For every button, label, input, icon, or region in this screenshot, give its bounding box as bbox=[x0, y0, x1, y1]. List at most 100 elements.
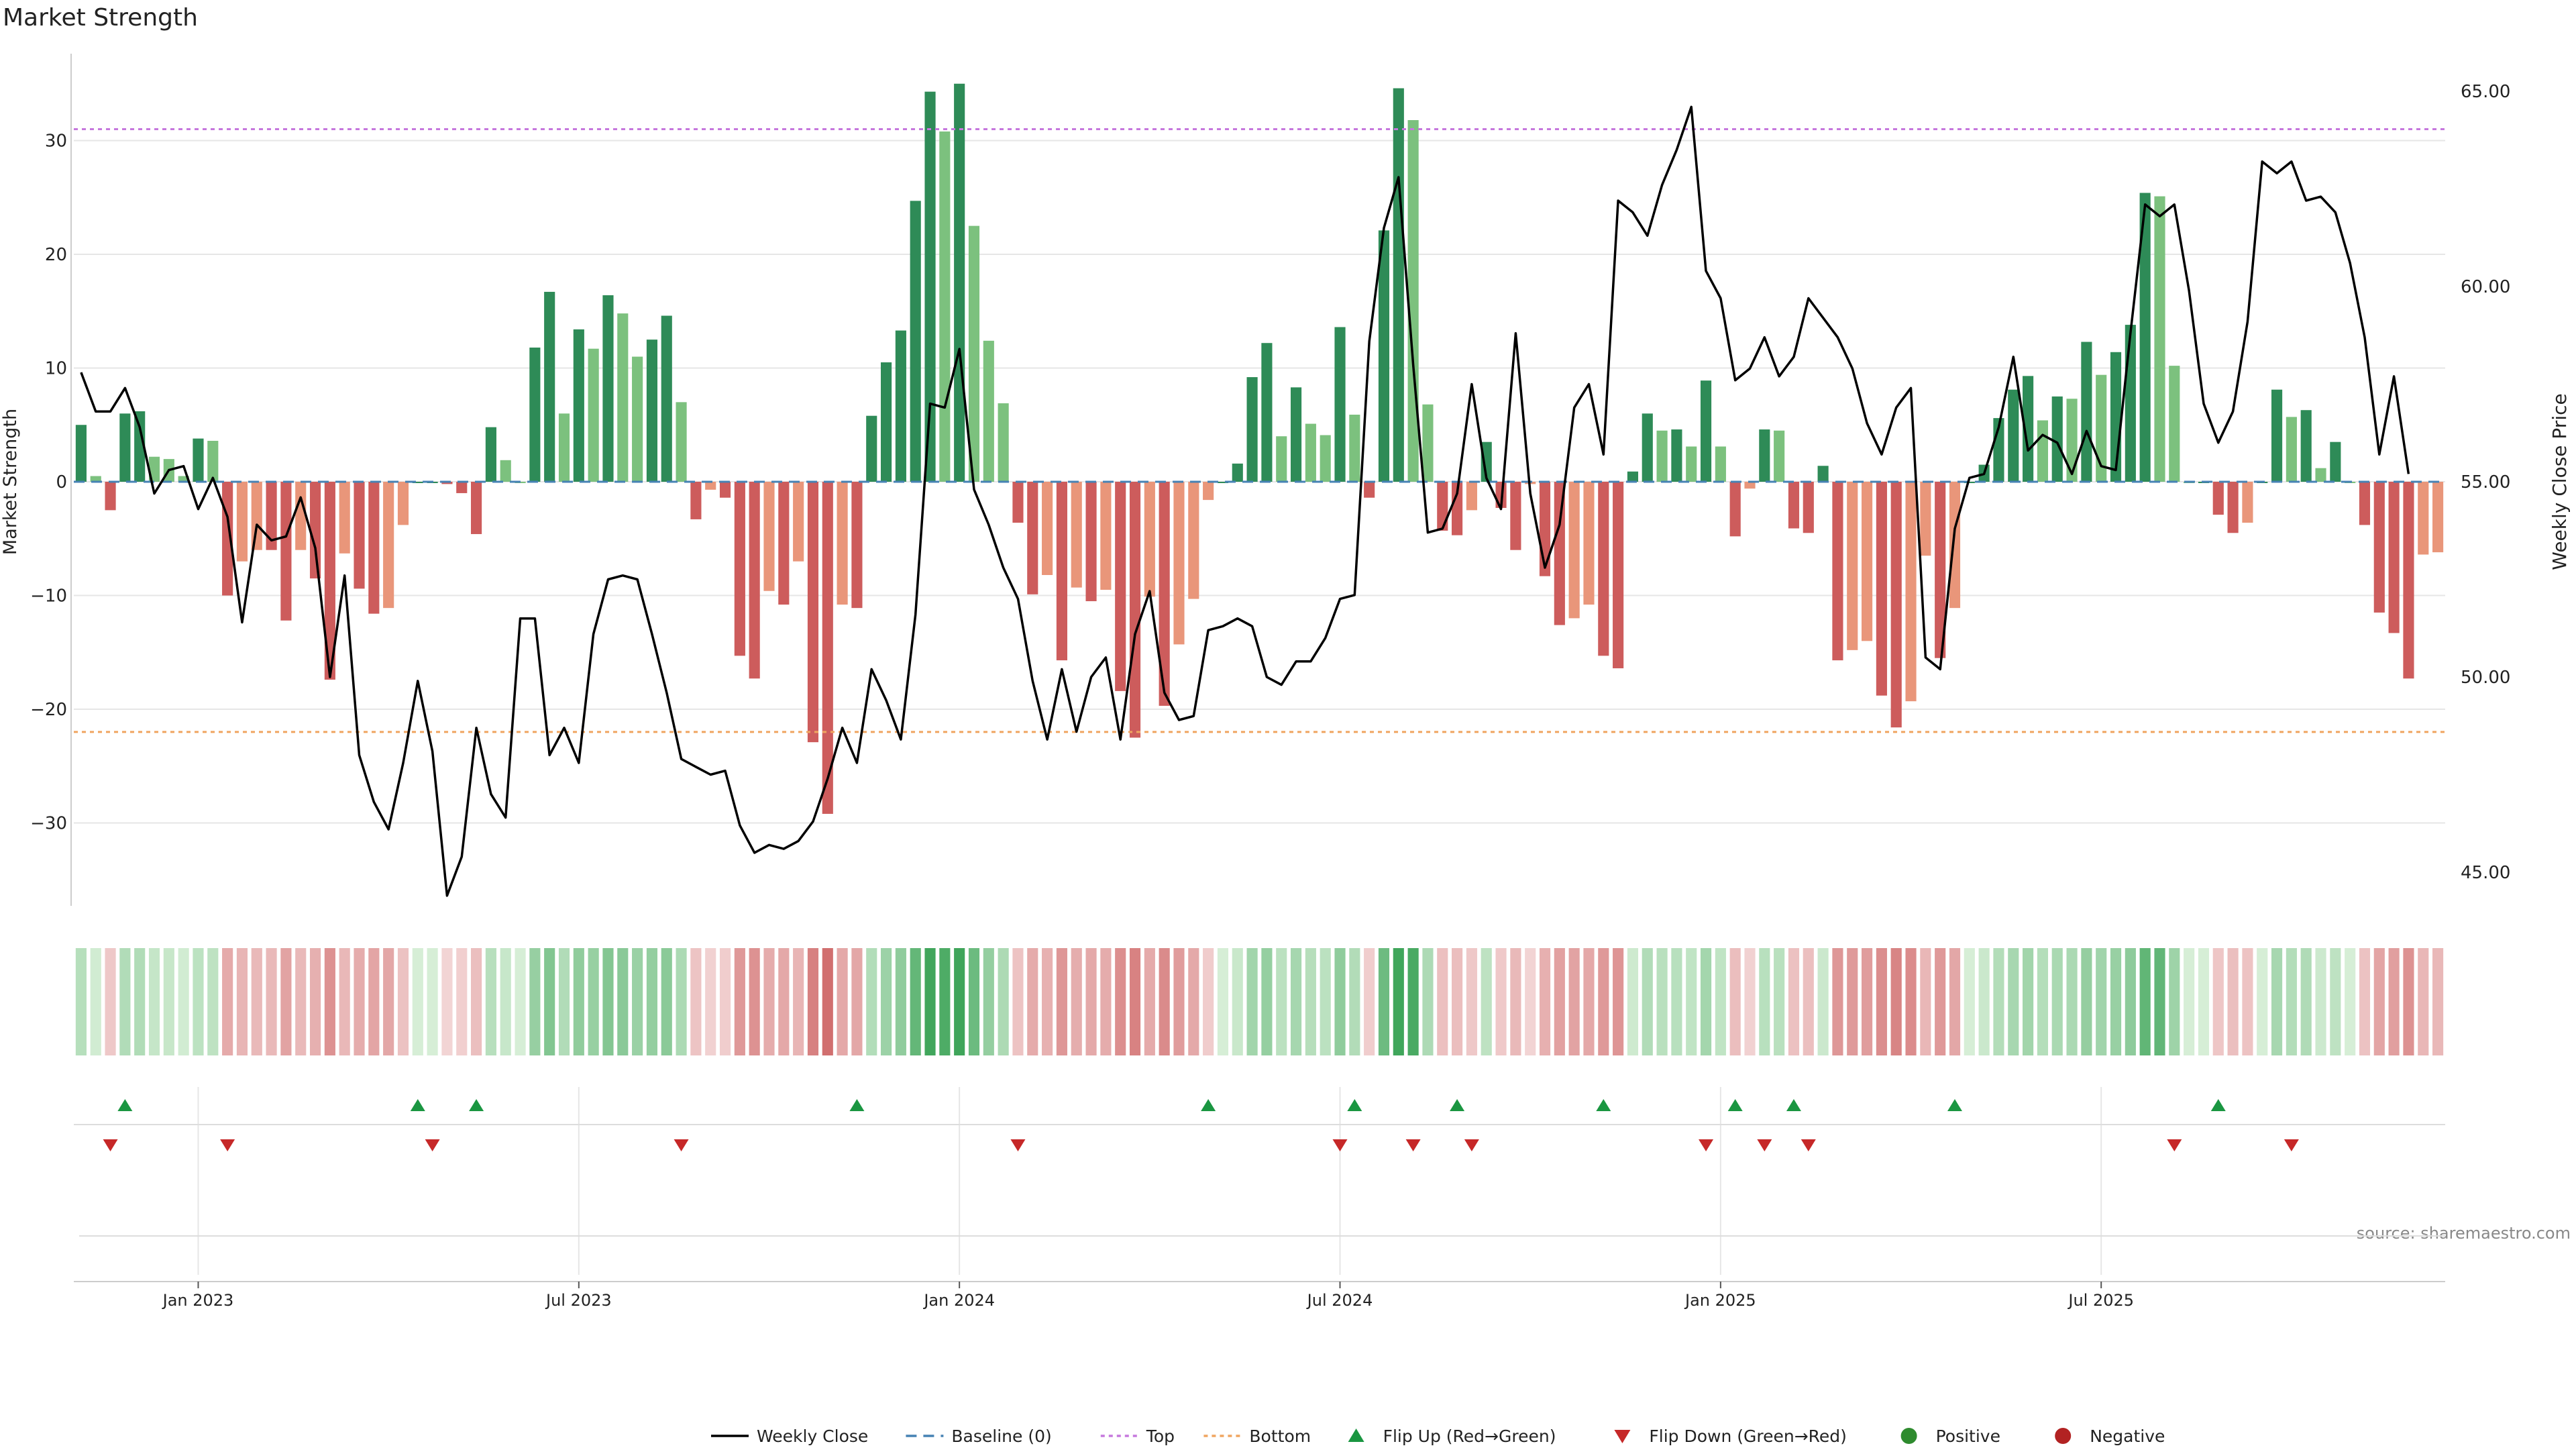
strength-bar bbox=[2432, 482, 2444, 553]
heat-cell bbox=[2227, 948, 2239, 1055]
strength-bar bbox=[749, 482, 760, 679]
strength-bar bbox=[2242, 482, 2253, 523]
heat-cell bbox=[1627, 948, 1639, 1055]
strength-bar bbox=[1861, 482, 1873, 641]
strength-bar bbox=[954, 83, 965, 482]
strength-bar bbox=[2212, 482, 2224, 515]
strength-bar bbox=[1349, 414, 1360, 482]
flip-up-marker bbox=[469, 1099, 484, 1111]
heat-cell bbox=[1012, 948, 1024, 1055]
left-tick-label: 0 bbox=[56, 472, 67, 492]
strength-bar bbox=[1290, 387, 1302, 482]
strength-bar bbox=[588, 348, 599, 482]
heat-cell bbox=[1920, 948, 1931, 1055]
heat-cell bbox=[1598, 948, 1609, 1055]
heat-cell bbox=[2023, 948, 2034, 1055]
strength-bar bbox=[2418, 482, 2429, 555]
x-axis-ticks: Jan 2023 Jul 2023 Jan 2024 Jul 2024 Jan 2025… bbox=[162, 1282, 2134, 1310]
strength-bar bbox=[2139, 193, 2151, 482]
heat-cell bbox=[2037, 948, 2048, 1055]
gridlines bbox=[70, 54, 2445, 1275]
strength-bar bbox=[178, 476, 189, 482]
heat-cell bbox=[983, 948, 994, 1055]
strength-bar bbox=[1159, 482, 1170, 706]
flip-down-marker bbox=[1405, 1139, 1421, 1151]
strength-bar bbox=[1949, 482, 1961, 609]
strength-bar bbox=[309, 482, 321, 579]
heat-cell bbox=[632, 948, 643, 1055]
heat-cell bbox=[471, 948, 482, 1055]
heat-cell bbox=[1539, 948, 1551, 1055]
heat-cell bbox=[1276, 948, 1287, 1055]
heat-cell bbox=[2418, 948, 2429, 1055]
legend-item-top: Top bbox=[1100, 1427, 1175, 1446]
strength-bar bbox=[2081, 342, 2092, 482]
heat-cell bbox=[324, 948, 335, 1055]
x-tick-label: Jul 2023 bbox=[545, 1291, 612, 1310]
flip-up-marker bbox=[1786, 1099, 1801, 1111]
heat-cell bbox=[793, 948, 804, 1055]
heat-cell bbox=[1671, 948, 1682, 1055]
heat-cell bbox=[2081, 948, 2092, 1055]
heat-cell bbox=[309, 948, 321, 1055]
left-tick-label: −10 bbox=[30, 586, 67, 607]
strength-bar bbox=[1568, 482, 1580, 619]
strength-bar bbox=[1261, 343, 1273, 482]
strength-bar bbox=[1774, 430, 1785, 482]
strength-bar bbox=[1759, 429, 1770, 482]
strength-bar bbox=[734, 482, 745, 656]
heat-cell bbox=[2110, 948, 2122, 1055]
strength-bar bbox=[558, 413, 570, 482]
heat-cell bbox=[1246, 948, 1258, 1055]
heat-cell bbox=[1656, 948, 1668, 1055]
flip-up-marker bbox=[1947, 1099, 1962, 1111]
right-tick-label: 60.00 bbox=[2461, 277, 2510, 297]
heat-cell bbox=[1159, 948, 1170, 1055]
legend-item-positive: Positive bbox=[1900, 1427, 2000, 1446]
heat-cell bbox=[2096, 948, 2107, 1055]
flip-down-marker bbox=[1332, 1139, 1348, 1151]
strength-bar bbox=[1422, 404, 1434, 482]
heat-cell bbox=[1876, 948, 1887, 1055]
flip-down-marker bbox=[2284, 1139, 2299, 1151]
strength-bar bbox=[1832, 482, 1843, 661]
flip-up-marker bbox=[1201, 1099, 1216, 1111]
strength-bar bbox=[397, 482, 409, 525]
heat-cell bbox=[2139, 948, 2151, 1055]
heat-cell bbox=[485, 948, 496, 1055]
strength-bar bbox=[661, 315, 672, 482]
heat-cell bbox=[1788, 948, 1800, 1055]
strength-bar bbox=[1729, 482, 1741, 537]
heat-cell bbox=[1686, 948, 1697, 1055]
heat-cell bbox=[1305, 948, 1316, 1055]
right-tick-label: 50.00 bbox=[2461, 668, 2510, 688]
strength-bar bbox=[1890, 482, 1902, 728]
legend-flip-up-swatch bbox=[1348, 1429, 1364, 1442]
heat-cell bbox=[1129, 948, 1141, 1055]
strength-bar bbox=[90, 476, 101, 482]
left-tick-label: 20 bbox=[45, 245, 67, 265]
strength-bar bbox=[602, 295, 614, 482]
strength-bar bbox=[573, 329, 584, 482]
heat-cell bbox=[807, 948, 819, 1055]
heat-cell bbox=[1100, 948, 1112, 1055]
strength-bar bbox=[968, 225, 980, 482]
heat-cell bbox=[1071, 948, 1082, 1055]
heat-cell bbox=[749, 948, 760, 1055]
chart-title: Market Strength bbox=[3, 4, 198, 32]
strength-bar bbox=[1144, 482, 1155, 597]
heat-cell bbox=[1949, 948, 1961, 1055]
heat-cell bbox=[1452, 948, 1463, 1055]
heat-cell bbox=[1832, 948, 1843, 1055]
strength-bar bbox=[1378, 230, 1390, 482]
heat-cell bbox=[1964, 948, 1975, 1055]
heat-cell bbox=[1905, 948, 1917, 1055]
strength-bar bbox=[339, 482, 350, 554]
strength-bar bbox=[2227, 482, 2239, 533]
flip-up-marker bbox=[849, 1099, 865, 1111]
flip-markers-panel bbox=[74, 1099, 2445, 1151]
heat-cell bbox=[998, 948, 1009, 1055]
heat-cell bbox=[895, 948, 906, 1055]
heat-cell bbox=[851, 948, 863, 1055]
strength-bar bbox=[690, 482, 702, 519]
